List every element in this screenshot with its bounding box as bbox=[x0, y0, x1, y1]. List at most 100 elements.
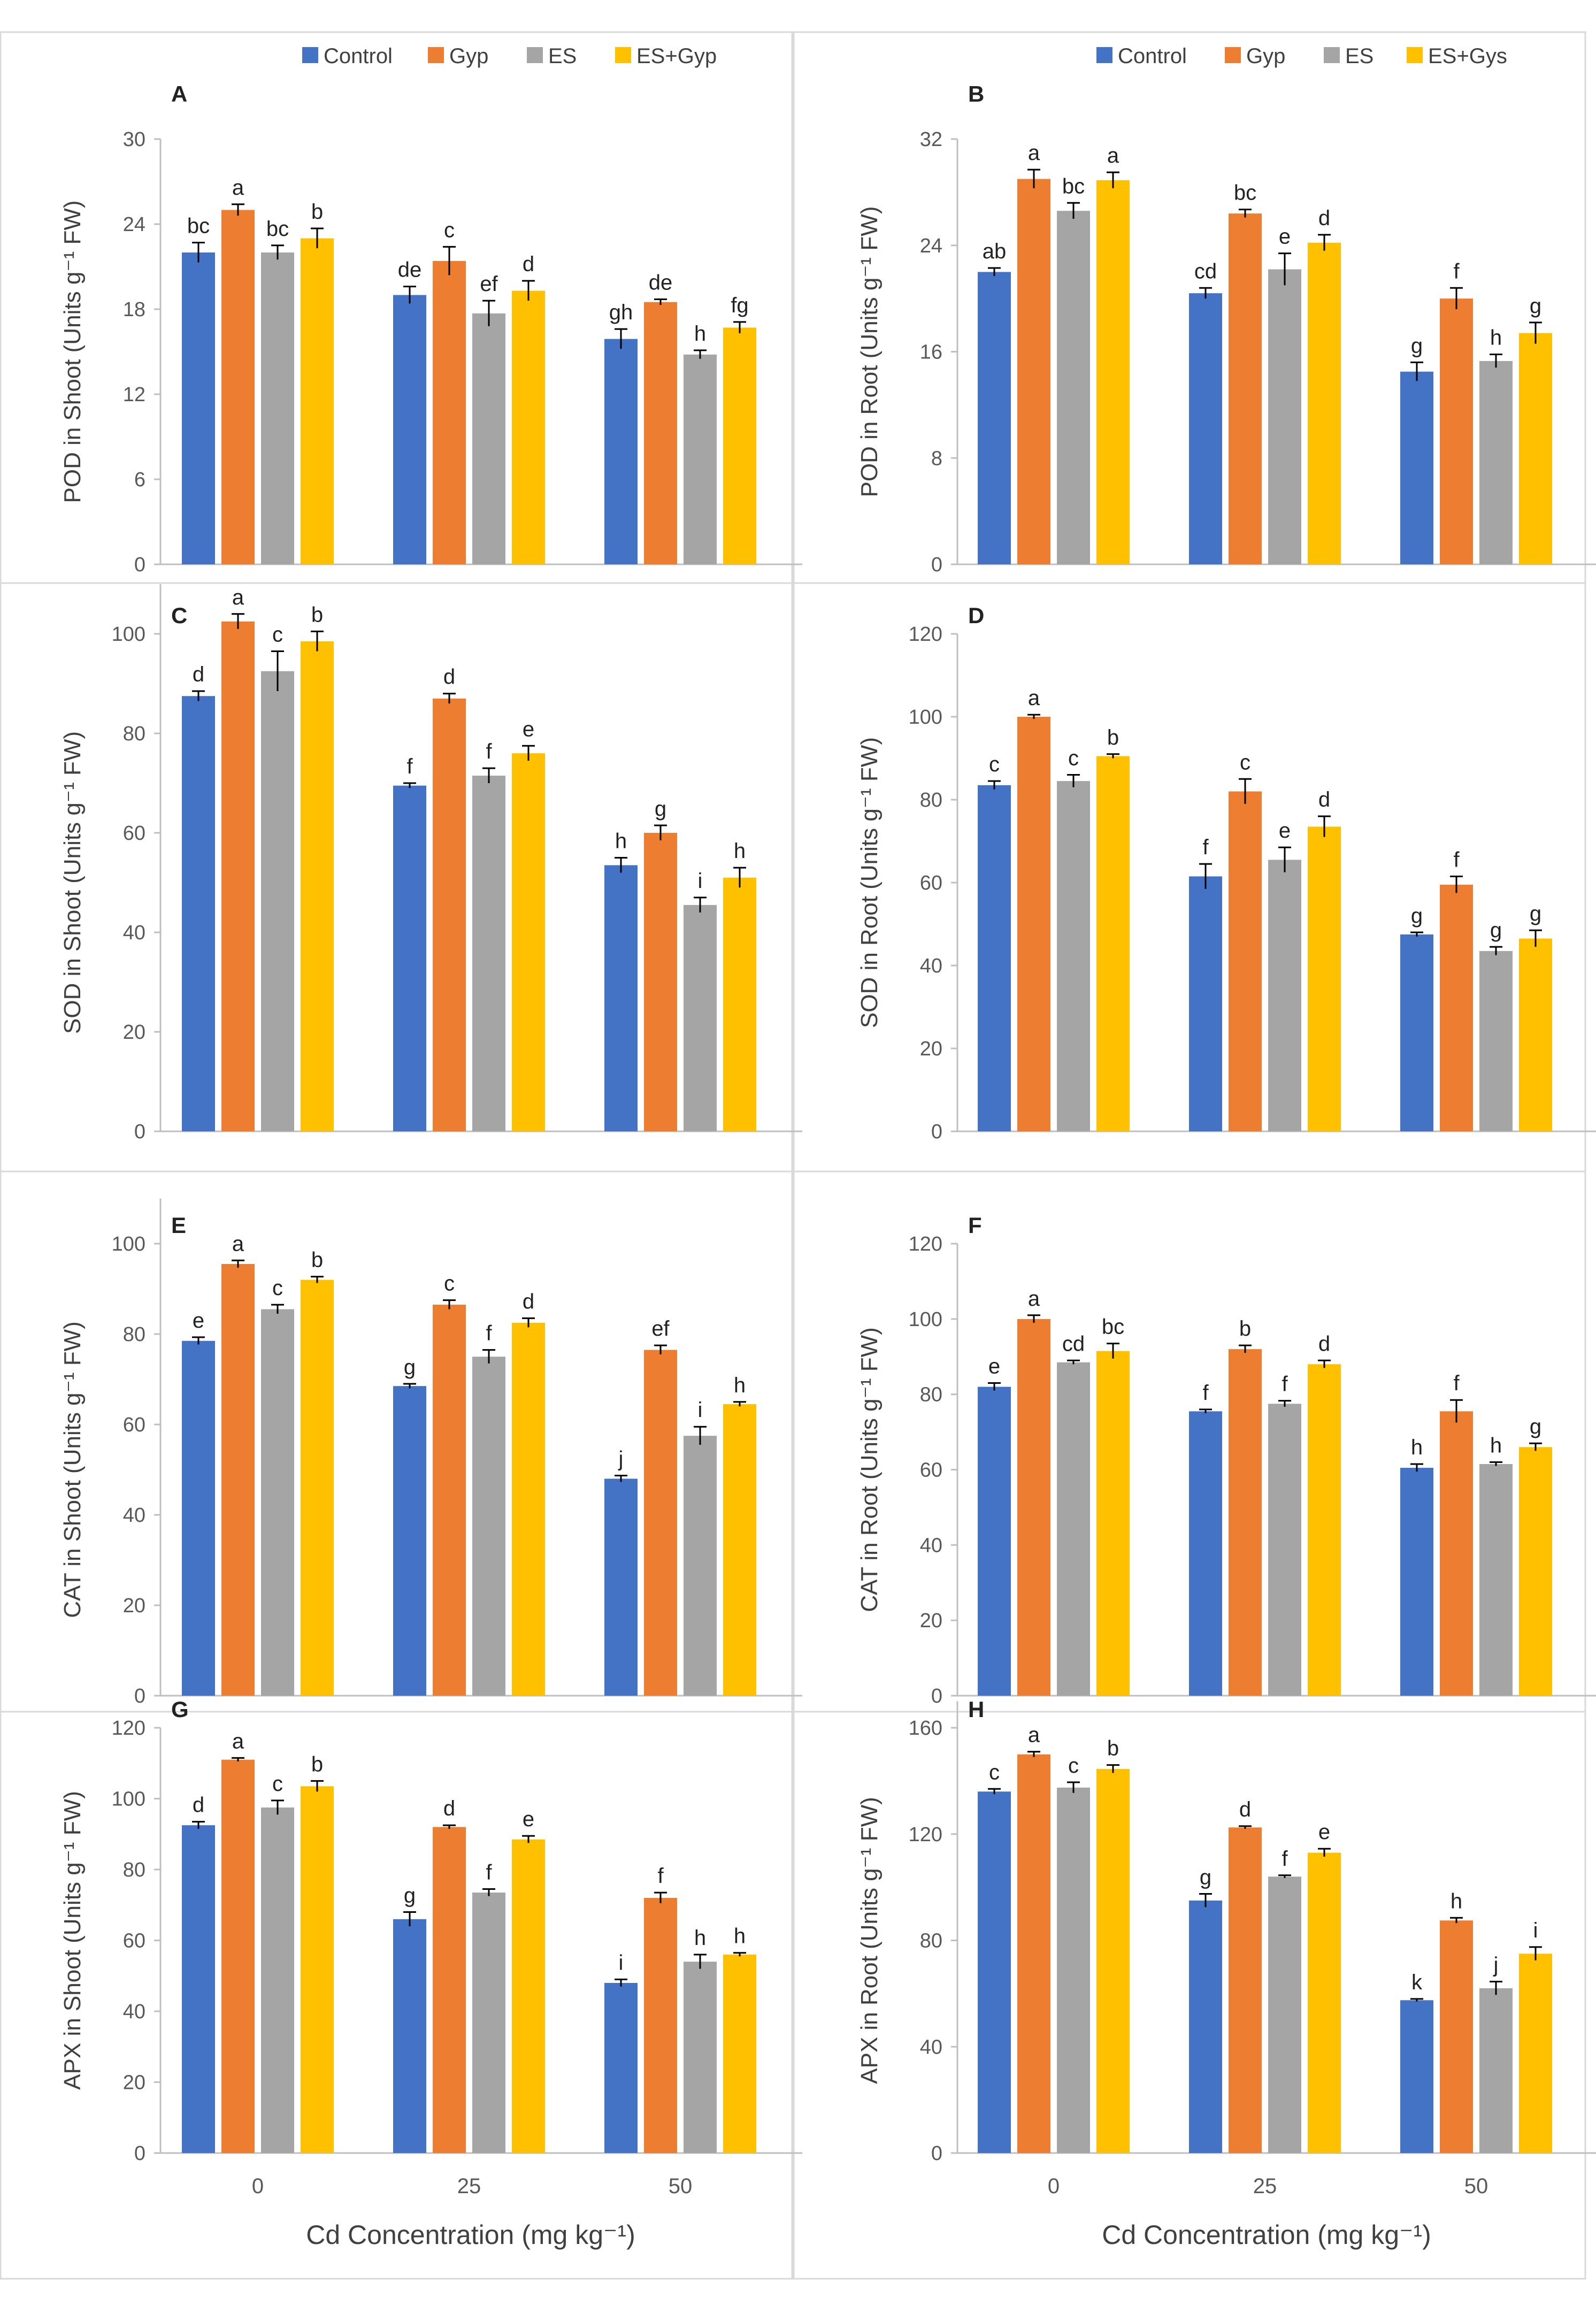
significance-letter: g bbox=[1411, 334, 1423, 357]
y-tick-label: 40 bbox=[920, 2036, 942, 2058]
x-tick-label: 25 bbox=[457, 2174, 481, 2198]
bar bbox=[723, 1955, 756, 2153]
significance-letter: a bbox=[1028, 1287, 1040, 1311]
y-tick-label: 80 bbox=[920, 1384, 942, 1406]
significance-letter: b bbox=[311, 603, 323, 626]
significance-letter: g bbox=[1530, 1415, 1541, 1438]
bar bbox=[512, 290, 545, 564]
bar bbox=[604, 339, 638, 564]
significance-letter: f bbox=[486, 1860, 492, 1884]
significance-letter: c bbox=[989, 1760, 1000, 1784]
legend-label: Gyp bbox=[449, 44, 488, 68]
bar bbox=[261, 1309, 294, 1696]
significance-letter: b bbox=[1239, 1317, 1251, 1340]
bar bbox=[1440, 1411, 1473, 1696]
significance-letter: b bbox=[1107, 1737, 1119, 1760]
significance-letter: f bbox=[486, 1322, 492, 1345]
significance-letter: c bbox=[1068, 1754, 1079, 1778]
significance-letter: h bbox=[1490, 326, 1502, 349]
bar bbox=[1189, 293, 1222, 564]
legend: Control Gyp ES ES+Gyp bbox=[302, 44, 717, 68]
significance-letter: bc bbox=[1234, 181, 1256, 205]
bar bbox=[684, 1436, 717, 1696]
significance-letter: ef bbox=[480, 272, 498, 296]
significance-letter: a bbox=[232, 176, 244, 200]
significance-letter: gh bbox=[609, 301, 633, 324]
bar bbox=[1189, 1411, 1222, 1696]
x-tick-label: 0 bbox=[252, 2174, 264, 2198]
panel-letter: H bbox=[968, 1697, 984, 1722]
significance-letter: h bbox=[734, 1925, 746, 1948]
bar bbox=[1229, 791, 1262, 1131]
bar bbox=[978, 1791, 1011, 2153]
significance-letter: g bbox=[1530, 902, 1541, 925]
significance-letter: d bbox=[193, 1794, 204, 1817]
y-tick-label: 120 bbox=[909, 1233, 942, 1255]
legend-label: ES bbox=[1345, 44, 1374, 68]
significance-letter: de bbox=[649, 271, 673, 294]
y-tick-label: 20 bbox=[920, 1038, 942, 1060]
bar bbox=[684, 1962, 717, 2153]
significance-letter: h bbox=[734, 1374, 746, 1397]
bar bbox=[1308, 1852, 1341, 2153]
y-tick-label: 60 bbox=[123, 1414, 145, 1436]
bar bbox=[723, 1404, 756, 1696]
significance-letter: b bbox=[311, 1248, 323, 1272]
significance-letter: c bbox=[1068, 747, 1079, 770]
significance-letter: c bbox=[444, 218, 455, 242]
y-tick-label: 0 bbox=[931, 554, 942, 576]
bar bbox=[301, 1786, 334, 2153]
bar bbox=[261, 1807, 294, 2153]
y-tick-label: 40 bbox=[123, 1504, 145, 1527]
y-tick-label: 0 bbox=[931, 2142, 942, 2165]
bar bbox=[1400, 1467, 1433, 1696]
legend-swatch bbox=[615, 47, 631, 63]
significance-letter: b bbox=[311, 200, 323, 224]
bar bbox=[301, 238, 334, 564]
bar bbox=[221, 210, 255, 564]
y-tick-label: 20 bbox=[920, 1610, 942, 1632]
y-tick-label: 20 bbox=[123, 1595, 145, 1617]
significance-letter: h bbox=[1411, 1436, 1423, 1459]
bar bbox=[1229, 1349, 1262, 1696]
bar bbox=[1479, 1464, 1513, 1696]
chart-panel-d: 0 20 40 60 80 100 120 SOD in Root (Units g⁻¹ FW… bbox=[856, 603, 1596, 1143]
significance-letter: e bbox=[1279, 225, 1291, 249]
significance-letter: e bbox=[523, 717, 534, 741]
significance-letter: e bbox=[988, 1355, 1000, 1378]
significance-letter: a bbox=[1107, 144, 1119, 167]
legend: Control Gyp ES ES+Gys bbox=[1096, 44, 1507, 68]
significance-letter: d bbox=[523, 1290, 534, 1313]
panel-letter: B bbox=[968, 81, 984, 106]
legend-label: Gyp bbox=[1246, 44, 1285, 68]
legend-swatch bbox=[428, 47, 444, 63]
bar bbox=[684, 354, 717, 564]
y-tick-label: 12 bbox=[123, 384, 145, 406]
significance-letter: c bbox=[1240, 750, 1250, 774]
y-axis-title: SOD in Shoot (Units g⁻¹ FW) bbox=[59, 731, 86, 1034]
bar bbox=[1400, 934, 1433, 1131]
legend-swatch bbox=[1407, 47, 1423, 63]
bar bbox=[604, 865, 638, 1131]
y-tick-label: 18 bbox=[123, 298, 145, 321]
bar bbox=[393, 1386, 426, 1696]
significance-letter: cd bbox=[1194, 259, 1217, 283]
y-tick-label: 40 bbox=[920, 955, 942, 977]
significance-letter: h bbox=[694, 322, 706, 346]
y-axis-title: CAT in Shoot (Units g⁻¹ FW) bbox=[59, 1321, 86, 1618]
significance-letter: c bbox=[272, 623, 283, 647]
significance-letter: de bbox=[398, 258, 422, 282]
significance-letter: d bbox=[443, 1797, 455, 1820]
significance-letter: i bbox=[1533, 1919, 1538, 1942]
bar bbox=[723, 327, 756, 564]
significance-letter: j bbox=[1493, 1954, 1499, 1977]
y-tick-label: 0 bbox=[134, 2142, 145, 2165]
x-tick-label: 50 bbox=[1464, 2174, 1488, 2198]
x-tick-label: 0 bbox=[1048, 2174, 1060, 2198]
y-tick-label: 60 bbox=[920, 872, 942, 894]
significance-letter: d bbox=[193, 663, 204, 686]
legend-swatch bbox=[1225, 47, 1241, 63]
y-tick-label: 40 bbox=[123, 2001, 145, 2023]
y-tick-label: 60 bbox=[123, 822, 145, 845]
y-tick-label: 80 bbox=[123, 723, 145, 745]
